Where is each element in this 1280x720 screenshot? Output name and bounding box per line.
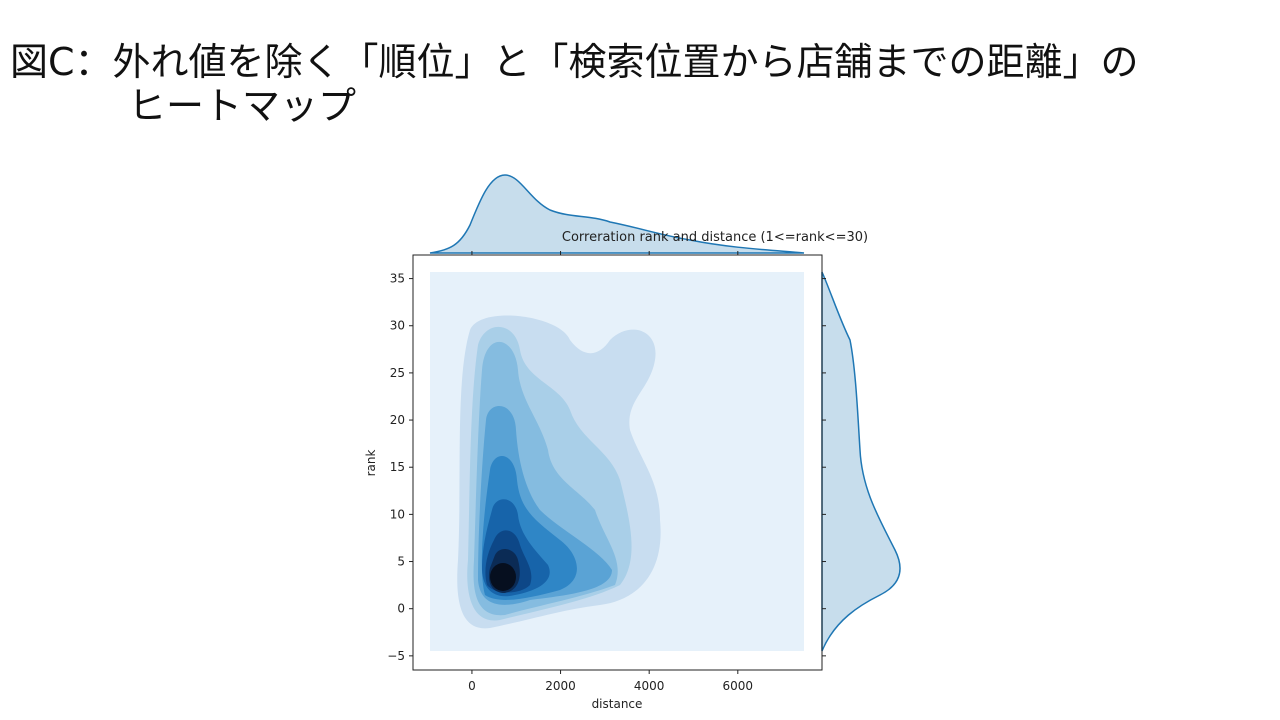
x-tick-label: 2000 [545,679,576,693]
heading-line: 図C：外れ値を除く「順位」と「検索位置から店舗までの距離」の [10,40,1139,84]
y-tick-label: 20 [390,413,405,427]
y-tick-label: 30 [390,319,405,333]
y-tick-label: 35 [390,272,405,286]
density-contours [430,272,804,651]
heading-line: ヒートマップ [128,84,357,128]
x-tick-label: 0 [468,679,476,693]
y-tick-label: 10 [390,507,405,521]
contour [490,563,516,591]
marginal-density [429,174,805,254]
chart-title: Correration rank and distance (1<=rank<=… [562,230,868,245]
y-tick-label: −5 [387,649,405,663]
y-axis-label: rank [364,450,378,477]
y-tick-label: 25 [390,366,405,380]
y-tick-label: 5 [397,555,405,569]
x-tick-label: 6000 [723,679,754,693]
x-tick-label: 4000 [634,679,665,693]
y-tick-label: 0 [397,602,405,616]
x-axis-label: distance [592,697,643,711]
y-tick-label: 15 [390,460,405,474]
heading: 図C：外れ値を除く「順位」と「検索位置から店舗までの距離」の ヒートマップ [10,40,1139,128]
plot-frame [412,254,823,671]
marginal-density [821,271,901,652]
